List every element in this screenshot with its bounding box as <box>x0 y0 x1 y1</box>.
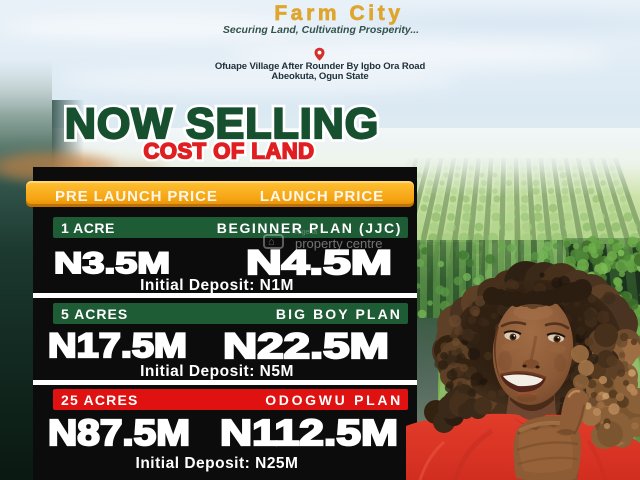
svg-text:N3.5M: N3.5M <box>54 247 170 280</box>
svg-text:COST OF LAND: COST OF LAND <box>144 139 315 164</box>
svg-text:N87.5M: N87.5M <box>48 412 190 453</box>
svg-text:N112.5M: N112.5M <box>220 412 398 453</box>
svg-text:N17.5M: N17.5M <box>48 327 187 365</box>
svg-text:N22.5M: N22.5M <box>223 327 389 366</box>
svg-text:NOW SELLING: NOW SELLING <box>65 100 379 148</box>
svg-text:N4.5M: N4.5M <box>246 244 392 282</box>
svg-text:COST OF LAND: COST OF LAND <box>144 139 315 164</box>
svg-text:NOW SELLING: NOW SELLING <box>65 100 379 148</box>
